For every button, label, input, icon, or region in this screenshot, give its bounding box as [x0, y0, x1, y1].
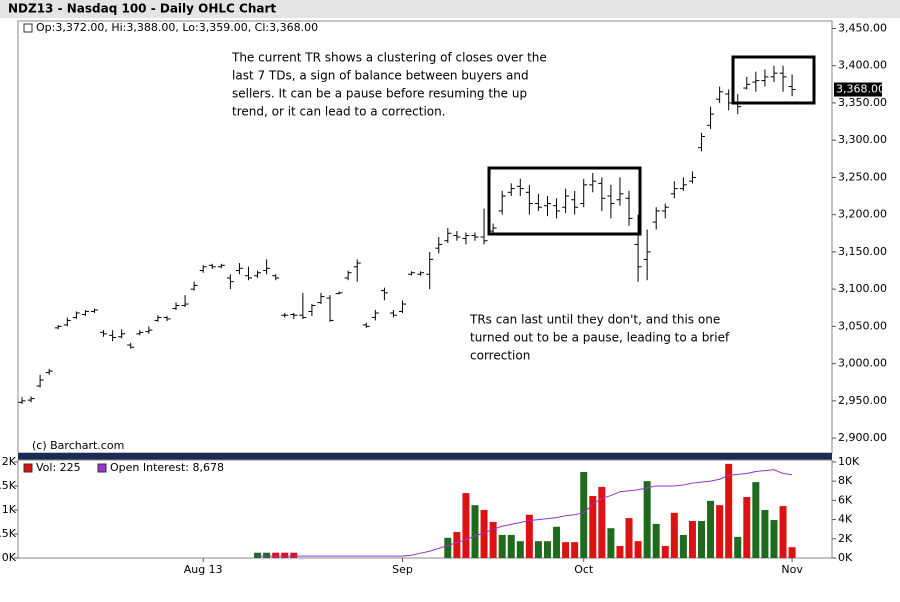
price-panel: [17, 20, 833, 454]
volume-bar: [281, 552, 289, 558]
annotation: sellers. It can be a pause before resumi…: [232, 87, 527, 101]
volume-bar: [779, 506, 787, 558]
volume-bar: [453, 532, 461, 558]
y-tick-label: 0.5K: [0, 527, 17, 540]
y-tick-label: 3,450.00: [838, 21, 887, 34]
y-tick-label: 3,150.00: [838, 245, 887, 258]
y-tick-label: 3,100.00: [838, 282, 887, 295]
volume-bar: [734, 536, 742, 558]
last-price-label: 3,368.00: [836, 83, 885, 96]
y-tick-label: 2K: [2, 455, 17, 468]
volume-bar: [525, 514, 533, 558]
y-tick-label: 3,350.00: [838, 96, 887, 109]
x-tick-label: Oct: [574, 563, 594, 576]
volume-bar: [716, 505, 724, 558]
volume-bar: [516, 541, 524, 558]
volume-bar: [290, 552, 298, 558]
annotation: TRs can last until they don't, and this …: [469, 313, 720, 327]
y2-tick-label: 6K: [838, 493, 853, 506]
open-interest-line: [257, 469, 793, 557]
volume-bar: [254, 552, 262, 558]
volume-bar: [670, 512, 678, 558]
volume-bar: [507, 534, 515, 558]
chart-title: NDZ13 - Nasdaq 100 - Daily OHLC Chart: [8, 2, 276, 16]
y-tick-label: 3,200.00: [838, 208, 887, 221]
legend-swatch: [23, 463, 33, 473]
x-tick-label: Nov: [781, 563, 803, 576]
volume-bar: [444, 537, 452, 558]
y2-tick-label: 10K: [838, 455, 860, 468]
y-tick-label: 2,950.00: [838, 394, 887, 407]
legend-label: Vol: 225: [36, 461, 81, 474]
highlight-box: [731, 55, 816, 105]
volume-bar: [698, 521, 705, 558]
annotation: The current TR shows a clustering of clo…: [231, 51, 547, 65]
y-tick-label: 3,000.00: [838, 357, 887, 370]
volume-bar: [688, 521, 696, 558]
legend-label: Open Interest: 8,678: [110, 461, 224, 474]
volume-bar: [607, 528, 615, 558]
volume-bar: [761, 509, 769, 558]
header-bar: [0, 0, 900, 18]
volume-bar: [571, 542, 579, 558]
x-tick-label: Sep: [392, 563, 413, 576]
volume-bar: [616, 545, 624, 558]
y2-tick-label: 0K: [838, 551, 853, 564]
volume-bar: [480, 509, 488, 558]
volume-bar: [752, 482, 760, 558]
last-price-box: [834, 82, 882, 97]
volume-bar: [625, 518, 633, 558]
annotation: last 7 TDs, a sign of balance between bu…: [232, 69, 529, 83]
y-tick-label: 1K: [2, 503, 17, 516]
volume-bar: [580, 472, 588, 558]
y2-tick-label: 2K: [838, 532, 853, 545]
legend-swatch: [23, 23, 33, 33]
volume-bar: [634, 541, 642, 558]
annotation: turned out to be a pause, leading to a b…: [470, 331, 730, 345]
panel-divider: [18, 453, 832, 460]
y2-tick-label: 4K: [838, 513, 853, 526]
volume-panel: [17, 459, 833, 559]
y-tick-label: 1.5K: [0, 479, 17, 492]
volume-bar: [272, 552, 280, 558]
y2-tick-label: 8K: [838, 474, 853, 487]
volume-bar: [498, 534, 506, 558]
volume-bar: [489, 521, 497, 558]
volume-bar: [543, 541, 551, 558]
volume-bar: [562, 542, 570, 558]
volume-bar: [661, 545, 669, 558]
y-tick-label: 3,400.00: [838, 59, 887, 72]
y-tick-label: 2,900.00: [838, 431, 887, 444]
volume-bar: [263, 552, 271, 558]
volume-bar: [770, 520, 778, 558]
x-tick-label: Aug 13: [184, 563, 223, 576]
annotation: trend, or it can lead to a correction.: [232, 105, 446, 119]
volume-bar: [534, 541, 542, 558]
volume-bar: [743, 496, 751, 558]
volume-bar: [471, 505, 479, 558]
volume-bar: [462, 493, 470, 558]
y-tick-label: 3,300.00: [838, 133, 887, 146]
highlight-box: [487, 166, 642, 236]
volume-bar: [643, 481, 651, 558]
credit: (c) Barchart.com: [32, 439, 124, 452]
legend-swatch: [97, 463, 107, 473]
y-tick-label: 3,250.00: [838, 170, 887, 183]
volume-bar: [725, 463, 733, 558]
y-tick-label: 3,050.00: [838, 319, 887, 332]
volume-bar: [679, 534, 687, 558]
volume-bar: [652, 523, 660, 558]
volume-bar: [553, 526, 561, 558]
ohlc-legend: Op:3,372.00, Hi:3,388.00, Lo:3,359.00, C…: [36, 21, 318, 34]
annotation: correction: [470, 349, 530, 363]
volume-bar: [589, 496, 597, 558]
volume-bar: [788, 547, 796, 558]
volume-bar: [707, 500, 715, 558]
volume-bar: [598, 486, 606, 558]
y-tick-label: 0K: [2, 551, 17, 564]
